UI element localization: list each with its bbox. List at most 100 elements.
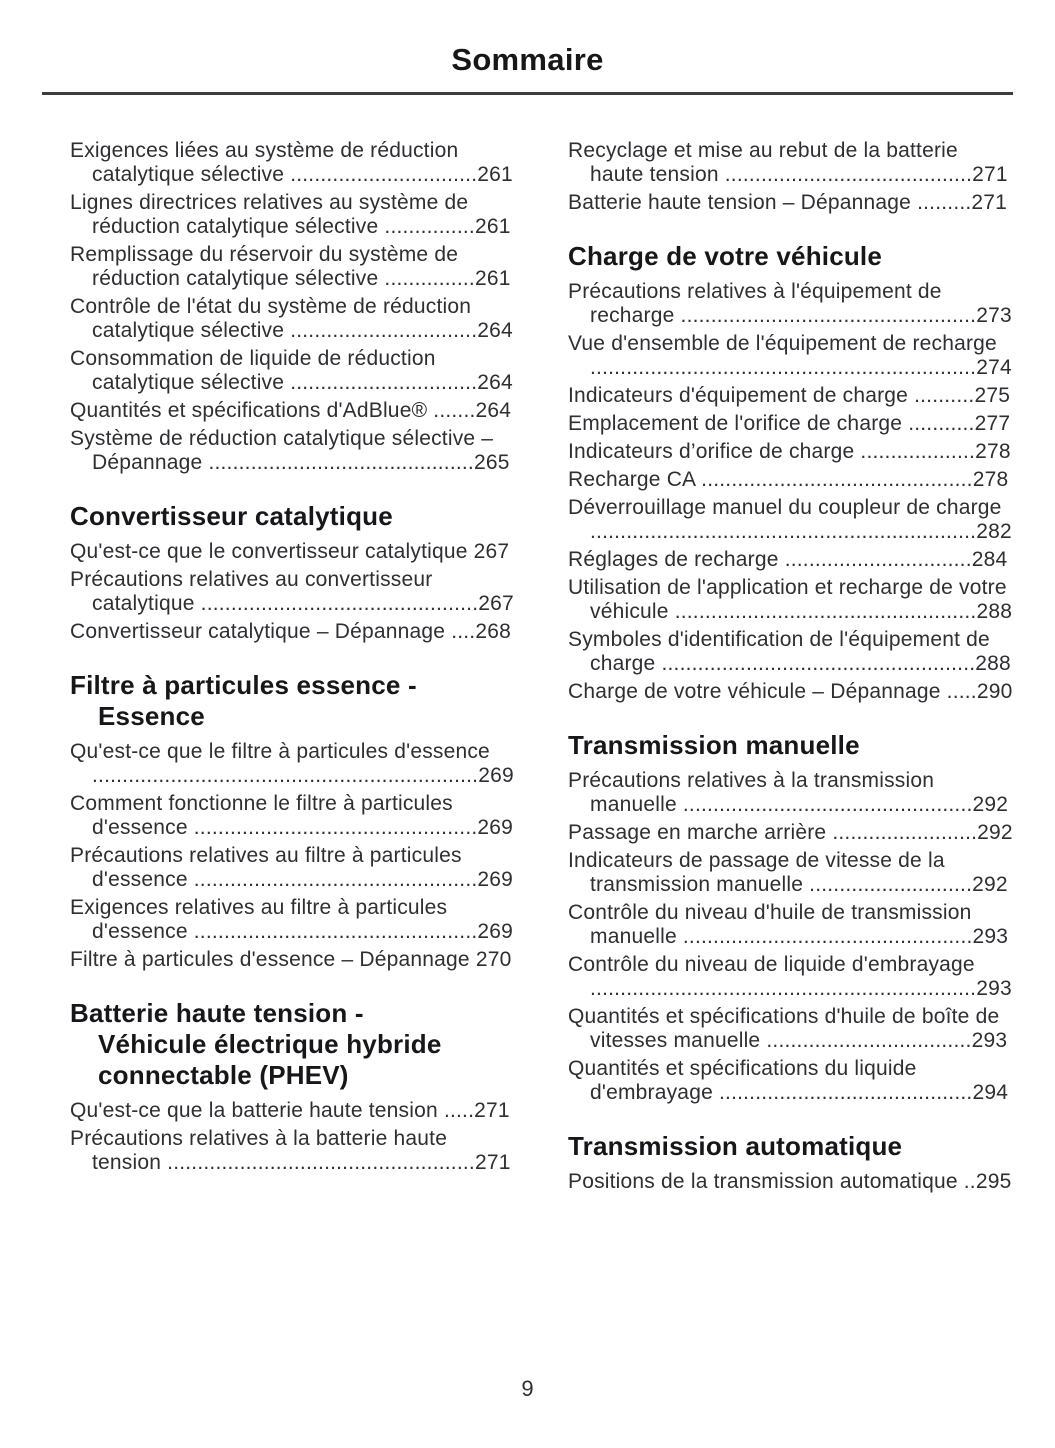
toc-entry: Emplacement de l'orifice de charge .....… [568,412,1013,436]
toc-entry: Quantités et spécifications du liquide d… [568,1057,1013,1105]
entry-page-number: 267 [473,540,510,563]
entry-page-number: 284 [971,548,1008,571]
leader-dots: ........................................… [682,925,973,948]
toc-entry: Convertisseur catalytique – Dépannage ..… [70,620,515,644]
entry-page-number: 292 [972,873,1008,896]
leader-dots: ........................................… [724,163,973,186]
entry-title: Remplissage du réservoir du système de r… [70,243,459,290]
entry-title: Positions de la transmission automatique [568,1170,958,1193]
toc-entry: Qu'est-ce que le convertisseur catalytiq… [70,540,515,564]
entry-title: Précautions relatives au convertisseur c… [70,568,433,615]
leader-dots: ............................... [290,319,478,342]
leader-dots: ..... [946,680,977,703]
toc-columns: Exigences liées au système de réduction … [42,139,1013,1198]
leader-dots: ........................................… [661,652,976,675]
leader-dots: ........................................… [167,1151,475,1174]
entry-page-number: 271 [971,191,1008,214]
section-heading: Batterie haute tension - Véhicule électr… [70,998,442,1090]
entry-title: Exigences relatives au filtre à particul… [70,896,448,943]
entry-title: Comment fonctionne le filtre à particule… [70,792,453,839]
entry-page-number: 277 [974,412,1011,435]
toc-entry: Utilisation de l'application et recharge… [568,576,1013,624]
section-heading: Transmission automatique [568,1131,903,1161]
entry-title: Qu'est-ce que le filtre à particules d'e… [70,740,490,763]
leader-dots: ....... [433,399,476,422]
leader-dots: ........................ [832,821,978,844]
leader-dots: ........................................… [701,468,973,491]
entry-title: Qu'est-ce que le convertisseur catalytiq… [70,540,468,563]
entry-page-number: 288 [976,600,1013,623]
entry-page-number: 268 [475,620,511,643]
entry-title: Déverrouillage manuel du coupleur de cha… [568,496,1002,519]
entry-title: Passage en marche arrière [568,821,827,844]
entry-page-number: 264 [477,319,513,342]
entry-title: Recharge CA [568,468,696,491]
toc-entry: Indicateurs d'équipement de charge .....… [568,384,1013,408]
entry-title: Lignes directrices relatives au système … [70,191,469,238]
entry-page-number: 292 [972,793,1009,816]
entry-title: Symboles d'identification de l'équipemen… [568,628,990,675]
toc-entry: Consommation de liquide de réduction cat… [70,347,515,395]
entry-page-number: 278 [972,468,1009,491]
entry-title: Utilisation de l'application et recharge… [568,576,1007,623]
entry-page-number: 270 [475,948,512,971]
entry-title: Précautions relatives à la batterie haut… [70,1127,448,1174]
entry-title: Quantités et spécifications d'huile de b… [568,1005,1000,1052]
entry-page-number: 290 [976,680,1013,703]
leader-dots: ........................................… [590,520,977,543]
toc-entry: Précautions relatives à l'équipement de … [568,280,1013,328]
leader-dots: ........................................… [208,451,474,474]
leader-dots: ........................................… [590,356,977,379]
toc-entry: Remplissage du réservoir du système de r… [70,243,515,291]
entry-page-number: 288 [975,652,1011,675]
toc-column-2: Recyclage et mise au rebut de la batteri… [568,139,1013,1198]
toc-entry: Qu'est-ce que le filtre à particules d'e… [70,740,515,788]
entry-title: Convertisseur catalytique – Dépannage [70,620,446,643]
toc-entry: Recharge CA ............................… [568,468,1013,492]
leader-dots: ............................... [290,371,478,394]
entry-title: Quantités et spécifications d'AdBlue® [70,399,428,422]
entry-page-number: 294 [972,1081,1009,1104]
toc-entry: Réglages de recharge ...................… [568,548,1013,572]
entry-page-number: 278 [975,440,1011,463]
page-title: Sommaire [451,42,604,77]
entry-title: Recyclage et mise au rebut de la batteri… [568,139,958,186]
toc-entry: Vue d'ensemble de l'équipement de rechar… [568,332,1013,380]
toc-entry: Quantités et spécifications d'AdBlue® ..… [70,399,515,423]
leader-dots: ........................................… [200,592,479,615]
leader-dots: ......... [917,191,972,214]
toc-entry: Indicateurs de passage de vitesse de la … [568,849,1013,897]
toc-entry: Indicateurs d’orifice de charge ........… [568,440,1013,464]
entry-title: Précautions relatives à l'équipement de … [568,280,942,327]
entry-title: Indicateurs d'équipement de charge [568,384,909,407]
leader-dots: ........................................… [92,764,479,787]
entry-title: Indicateurs de passage de vitesse de la … [568,849,945,896]
title-divider [42,92,1013,95]
toc-entry: Contrôle du niveau d'huile de transmissi… [568,901,1013,949]
entry-page-number: 292 [977,821,1013,844]
entry-title: Précautions relatives au filtre à partic… [70,844,462,891]
toc-entry: Système de réduction catalytique sélecti… [70,427,515,475]
leader-dots: .. [963,1170,976,1193]
toc-entry: Passage en marche arrière ..............… [568,821,1013,845]
entry-page-number: 264 [477,371,513,394]
entry-title: Filtre à particules d'essence – Dépannag… [70,948,470,971]
leader-dots: ............... [384,267,475,290]
toc-entry: Recyclage et mise au rebut de la batteri… [568,139,1013,187]
entry-page-number: 269 [478,764,514,787]
toc-entry: Précautions relatives au convertisseur c… [70,568,515,616]
entry-title: Contrôle du niveau de liquide d'embrayag… [568,953,975,976]
entry-page-number: 293 [971,1029,1008,1052]
toc-entry: Comment fonctionne le filtre à particule… [70,792,515,840]
entry-page-number: 275 [974,384,1011,407]
leader-dots: ........... [908,412,975,435]
leader-dots: ........................................… [674,600,977,623]
entry-title: Exigences liées au système de réduction … [70,139,459,186]
section-heading: Filtre à particules essence - Essence [70,670,417,731]
entry-page-number: 293 [976,977,1012,1000]
leader-dots: ................... [860,440,976,463]
toc-entry: Lignes directrices relatives au système … [70,191,515,239]
leader-dots: ........................................… [680,304,977,327]
entry-title: Contrôle du niveau d'huile de transmissi… [568,901,972,948]
